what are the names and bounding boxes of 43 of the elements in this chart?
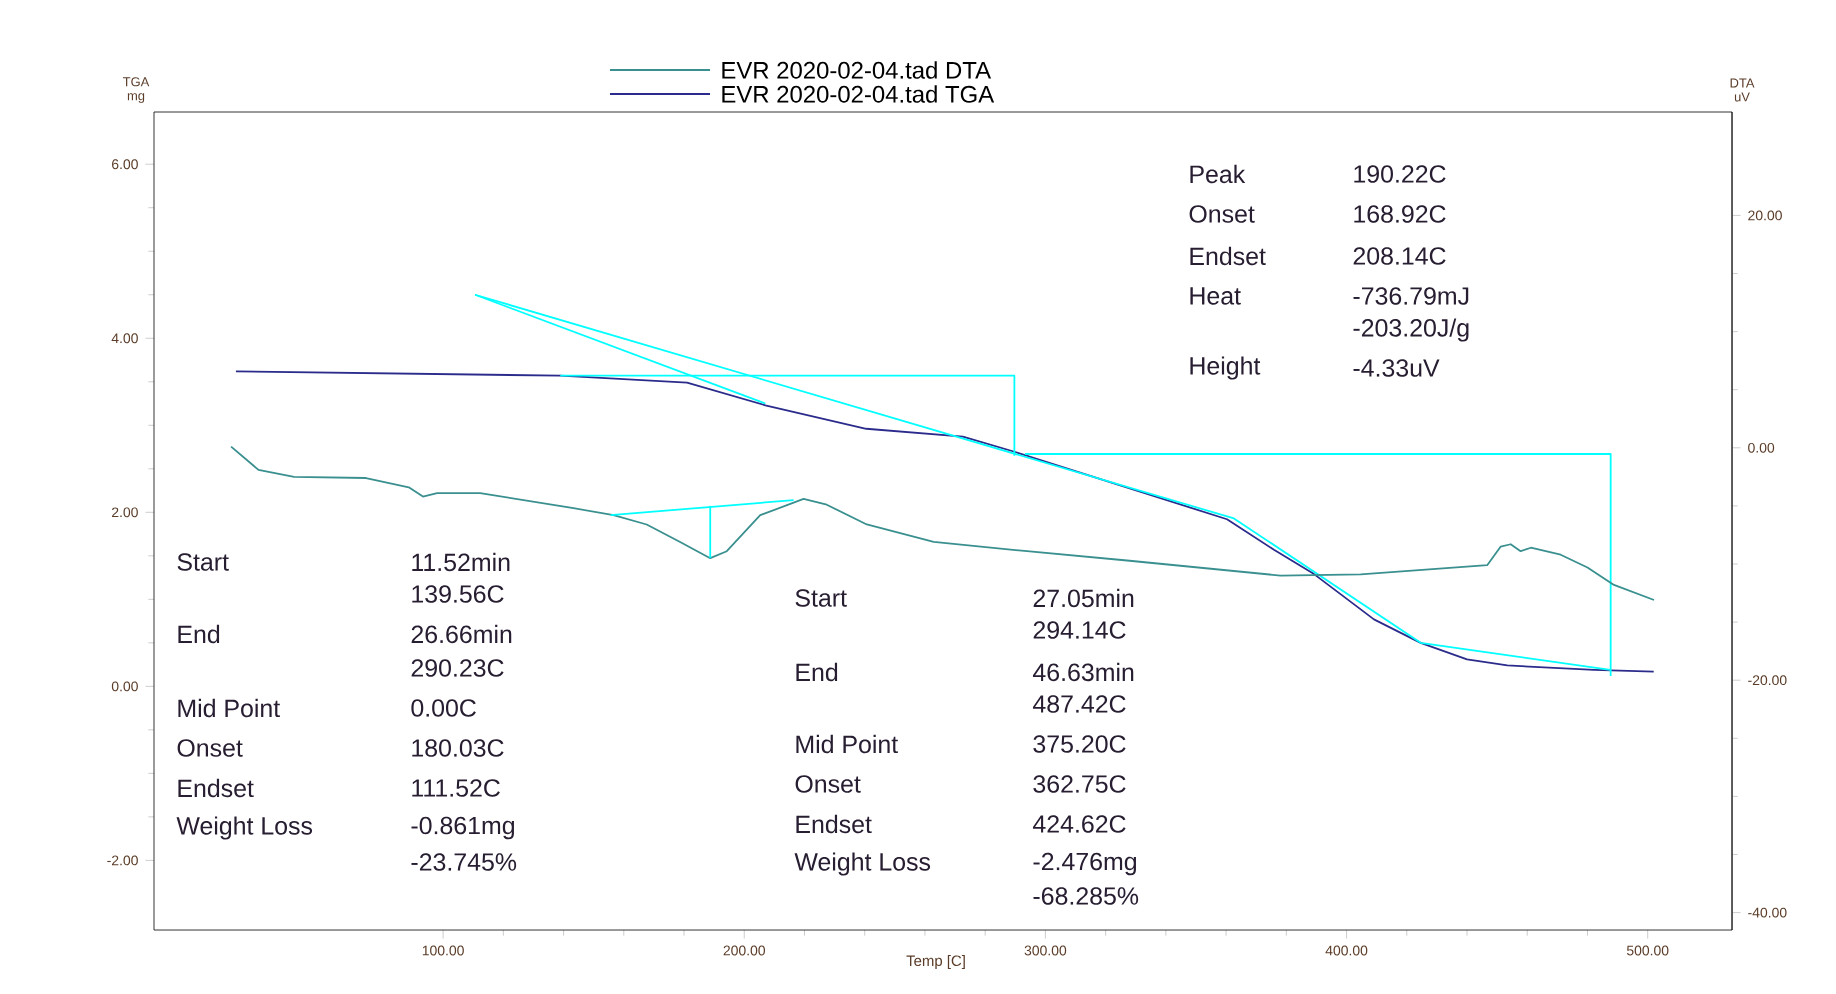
annotation: Mid Point [178,698,281,718]
annotation: Mid Point [796,734,899,754]
annotation: 424.62C [1032,815,1126,833]
annotation: Start [795,589,847,607]
annotation: 375.20C [1033,735,1126,753]
annotation: 487.42C [1032,695,1126,713]
annotation: 27.05min [1033,588,1134,608]
annotation: -203.20J/g [1353,318,1469,342]
annotation: -68.285% [1033,887,1139,905]
annotation: 26.66min [411,624,512,644]
annotation: 11.52min [412,552,510,572]
annotation: 290.23C [411,659,504,677]
annotation: 180.03C [412,739,504,757]
annotation: Heat [1190,287,1241,305]
annotation: Onset [795,775,861,793]
annotation: -23.745% [411,853,517,871]
annotation: -0.861mg [411,816,515,840]
annotation: End [796,662,838,682]
annotation: Onset [1189,205,1255,223]
annotation: -736.79mJ [1353,287,1469,305]
annotation: Endset [1190,246,1266,266]
annotation: 0.00C [411,699,476,717]
annotation: Endset [178,778,254,798]
annotation: 139.56C [412,585,504,603]
annotation: 111.52C [412,779,500,797]
annotation: Onset [177,739,243,757]
annotation: Height [1190,356,1261,380]
annotation: 190.22C [1354,165,1446,183]
annotation: Peak [1190,164,1246,184]
annotation: Weight Loss [176,816,313,840]
annotation: 46.63min [1032,662,1134,682]
annotation: Start [177,553,229,571]
annotation: 294.14C [1033,621,1126,639]
annotation: -4.33uV [1353,359,1440,377]
annotation: 208.14C [1353,247,1446,265]
annotation: 168.92C [1354,205,1446,223]
annotation: Weight Loss [794,852,931,876]
legend-label: EVR 2020-02-04.tad TGA [722,85,995,103]
annotation: Endset [796,814,872,834]
annotation: -2.476mg [1033,852,1137,876]
legend-label: EVR 2020-02-04.tad DTA [722,61,992,79]
annotation: 362.75C [1033,775,1126,793]
annotation: End [178,624,220,644]
